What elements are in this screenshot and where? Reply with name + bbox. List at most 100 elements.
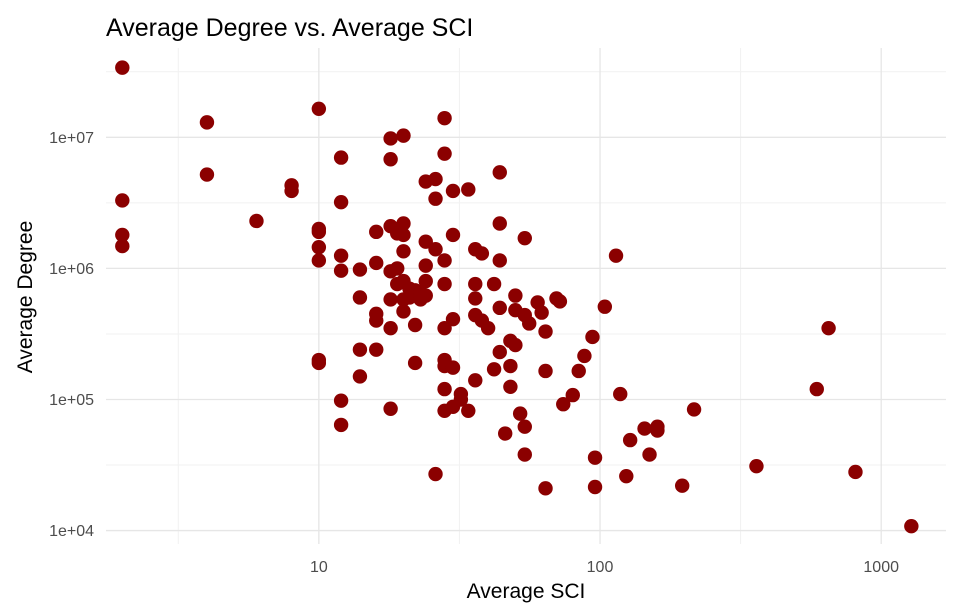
data-point [115,238,130,254]
data-points [115,60,919,534]
data-point [503,379,518,394]
data-point [571,363,586,379]
data-point [674,478,690,493]
data-point [468,373,483,388]
data-point [369,224,384,240]
data-point [249,213,264,229]
data-point [352,369,368,384]
data-point [497,426,513,441]
data-point [352,290,368,305]
data-point [333,263,349,278]
data-point [115,193,130,208]
data-point [517,447,532,462]
data-point [486,276,502,292]
data-point [468,291,483,306]
data-point [396,227,411,243]
data-point [437,320,452,336]
data-point [369,313,384,328]
data-point [383,131,398,146]
x-tick-label: 100 [587,559,614,576]
data-point [556,397,571,412]
data-point [486,362,502,377]
data-point [445,360,461,375]
data-point [333,150,349,165]
data-point [311,101,327,116]
data-point [437,381,452,397]
data-point [848,464,863,480]
data-point [396,304,411,319]
data-point [333,417,349,433]
data-point [437,110,452,126]
data-point [390,261,405,276]
data-point [749,458,764,474]
data-point [468,276,483,292]
data-point [352,262,368,277]
major-gridlines [106,48,946,544]
data-point [565,387,580,403]
data-point [538,324,553,339]
data-point [418,273,433,289]
data-point [517,230,532,246]
minor-gridlines [106,48,946,544]
data-point [587,450,603,465]
data-point [418,234,433,249]
data-point [396,216,411,231]
data-point [445,183,461,199]
y-axis-tick-labels: 1e+04 1e+05 1e+06 1e+07 [49,130,94,540]
data-point [613,386,628,402]
data-point [437,276,452,292]
data-point [115,60,130,75]
data-point [383,401,398,416]
data-point [552,294,568,309]
y-axis-title: Average Degree [14,221,37,374]
data-point [428,466,443,482]
data-point [461,182,476,197]
data-point [437,253,452,268]
y-tick-label: 1e+07 [49,130,94,147]
data-point [622,432,638,448]
data-point [383,320,398,336]
data-point [538,363,553,379]
data-point [383,292,398,307]
data-point [585,329,600,345]
data-point [333,248,349,263]
data-point [396,244,411,259]
data-point [522,316,537,331]
data-point [809,381,824,397]
data-point [904,518,919,534]
data-point [492,300,507,316]
y-tick-label: 1e+06 [49,261,94,278]
data-point [428,242,443,257]
data-point [587,479,603,495]
data-point [369,255,384,271]
data-point [199,167,215,182]
data-point [453,386,469,402]
data-point [577,348,592,364]
data-point [512,406,528,421]
chart-title: Average Degree vs. Average SCI [106,14,473,42]
data-point [650,419,665,434]
data-point [492,216,507,231]
data-point [619,468,634,484]
x-tick-label: 10 [310,559,328,576]
data-point [508,337,523,353]
data-point [115,227,130,243]
data-point [608,248,624,263]
x-tick-label: 1000 [863,559,899,576]
data-point [492,165,507,180]
data-point [428,171,443,187]
data-point [333,393,349,408]
x-axis-title: Average SCI [467,580,586,603]
data-point [369,342,384,357]
data-point [538,481,553,496]
data-point [517,419,532,434]
data-point [418,288,433,303]
data-point [480,320,496,336]
data-point [428,191,443,206]
data-point [637,421,652,436]
data-point [311,224,327,240]
data-point [445,311,461,327]
data-point [642,447,657,462]
